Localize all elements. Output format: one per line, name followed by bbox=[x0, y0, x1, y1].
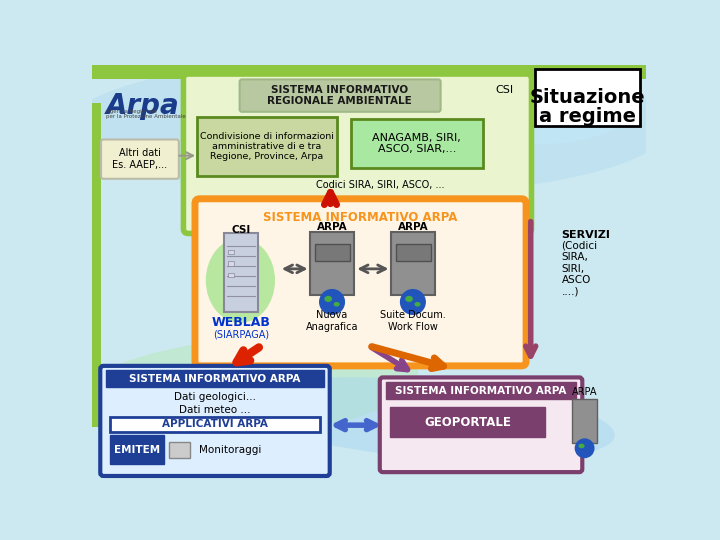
Circle shape bbox=[575, 439, 594, 457]
Text: ARPA: ARPA bbox=[397, 221, 428, 232]
FancyBboxPatch shape bbox=[107, 370, 323, 387]
Text: APPLICATIVI ARPA: APPLICATIVI ARPA bbox=[162, 420, 268, 429]
Text: EMITEM: EMITEM bbox=[114, 445, 161, 455]
FancyBboxPatch shape bbox=[110, 435, 164, 464]
FancyBboxPatch shape bbox=[228, 249, 234, 254]
FancyBboxPatch shape bbox=[572, 399, 597, 443]
FancyBboxPatch shape bbox=[386, 382, 576, 399]
Ellipse shape bbox=[333, 302, 340, 307]
Text: SISTEMA INFORMATIVO ARPA: SISTEMA INFORMATIVO ARPA bbox=[395, 386, 567, 395]
Text: ANAGAMB, SIRI,
ASCO, SIAR,...: ANAGAMB, SIRI, ASCO, SIAR,... bbox=[372, 132, 461, 154]
Text: Monitoraggi: Monitoraggi bbox=[199, 445, 261, 455]
FancyBboxPatch shape bbox=[351, 119, 483, 168]
Ellipse shape bbox=[405, 296, 413, 302]
FancyBboxPatch shape bbox=[310, 232, 354, 295]
Text: Agenzia Regionale
per la Protezione Ambientale: Agenzia Regionale per la Protezione Ambi… bbox=[106, 109, 186, 119]
FancyBboxPatch shape bbox=[535, 70, 640, 126]
Text: Codici SIRA, SIRI, ASCO, ...: Codici SIRA, SIRI, ASCO, ... bbox=[316, 180, 445, 190]
Ellipse shape bbox=[68, 57, 670, 195]
Ellipse shape bbox=[73, 336, 418, 440]
FancyBboxPatch shape bbox=[228, 273, 234, 278]
Text: SISTEMA INFORMATIVO ARPA: SISTEMA INFORMATIVO ARPA bbox=[263, 211, 457, 224]
Text: ARPA: ARPA bbox=[572, 387, 598, 397]
FancyBboxPatch shape bbox=[168, 442, 190, 457]
FancyBboxPatch shape bbox=[228, 261, 234, 266]
Text: Arpa: Arpa bbox=[106, 92, 179, 120]
Circle shape bbox=[400, 289, 426, 314]
FancyBboxPatch shape bbox=[197, 117, 337, 176]
FancyBboxPatch shape bbox=[396, 244, 431, 261]
Ellipse shape bbox=[206, 238, 275, 323]
Text: ARPA: ARPA bbox=[317, 221, 347, 232]
Polygon shape bbox=[92, 103, 101, 427]
Ellipse shape bbox=[493, 78, 645, 144]
Text: Altri dati
Es. AAEP,...: Altri dati Es. AAEP,... bbox=[112, 148, 167, 170]
FancyBboxPatch shape bbox=[101, 139, 179, 179]
FancyBboxPatch shape bbox=[390, 407, 545, 437]
Text: GEOPORTALE: GEOPORTALE bbox=[424, 416, 511, 429]
Text: (Codici
SIRA,
SIRI,
ASCO
....): (Codici SIRA, SIRI, ASCO ....) bbox=[562, 240, 598, 297]
Text: SISTEMA INFORMATIVO
REGIONALE AMBIENTALE: SISTEMA INFORMATIVO REGIONALE AMBIENTALE bbox=[267, 85, 412, 106]
Text: SERVIZI: SERVIZI bbox=[562, 231, 611, 240]
FancyBboxPatch shape bbox=[184, 74, 531, 233]
FancyBboxPatch shape bbox=[100, 366, 330, 476]
FancyBboxPatch shape bbox=[392, 232, 435, 295]
FancyBboxPatch shape bbox=[224, 233, 258, 312]
Ellipse shape bbox=[231, 377, 615, 461]
FancyBboxPatch shape bbox=[379, 377, 582, 472]
Text: Condivisione di informazioni
amministrative di e tra
Regione, Province, Arpa: Condivisione di informazioni amministrat… bbox=[199, 132, 333, 161]
Text: Dati geologici...: Dati geologici... bbox=[174, 393, 256, 402]
Ellipse shape bbox=[324, 296, 332, 302]
Text: SISTEMA INFORMATIVO ARPA: SISTEMA INFORMATIVO ARPA bbox=[130, 374, 301, 384]
Ellipse shape bbox=[578, 444, 585, 448]
Text: CSI: CSI bbox=[495, 85, 513, 95]
Text: a regime: a regime bbox=[539, 107, 636, 126]
FancyBboxPatch shape bbox=[315, 244, 350, 261]
Text: Nuova
Anagrafica: Nuova Anagrafica bbox=[306, 310, 359, 332]
Text: Suite Docum.
Work Flow: Suite Docum. Work Flow bbox=[380, 310, 446, 332]
Ellipse shape bbox=[415, 302, 420, 307]
Circle shape bbox=[320, 289, 344, 314]
FancyBboxPatch shape bbox=[240, 79, 441, 112]
FancyBboxPatch shape bbox=[110, 417, 320, 432]
Text: (SIARPAGA): (SIARPAGA) bbox=[213, 329, 269, 339]
Text: Dati meteo ...: Dati meteo ... bbox=[179, 405, 251, 415]
FancyBboxPatch shape bbox=[92, 65, 647, 79]
FancyBboxPatch shape bbox=[195, 199, 526, 366]
Text: CSI: CSI bbox=[232, 225, 251, 235]
Text: WEBLAB: WEBLAB bbox=[212, 316, 271, 329]
Text: Situazione: Situazione bbox=[530, 88, 646, 107]
